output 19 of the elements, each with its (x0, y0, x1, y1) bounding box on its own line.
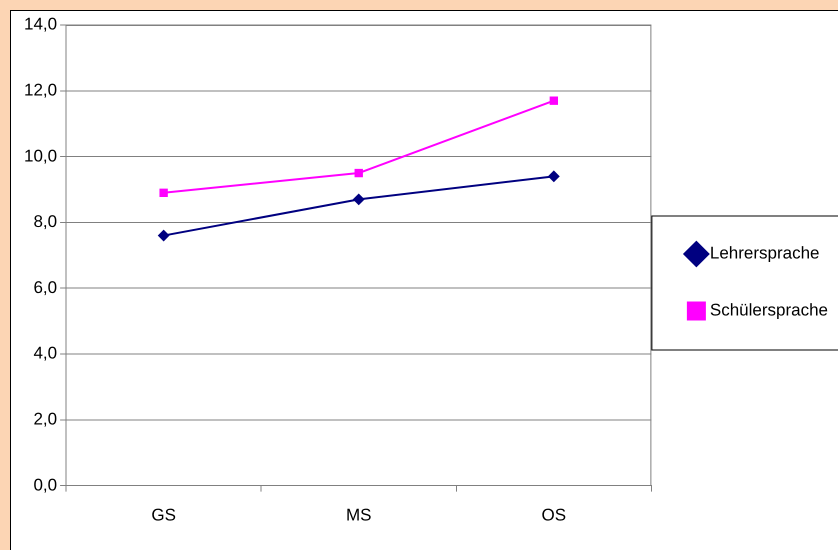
point (548, 170, 560, 182)
y-tick-label: 12,0 (24, 80, 58, 100)
x-tick-label: MS (346, 505, 372, 524)
y-tick-label: 4,0 (33, 344, 58, 363)
point (550, 96, 558, 105)
point (158, 230, 170, 242)
y-tick-label: 14,0 (24, 14, 58, 34)
point (354, 168, 363, 178)
x-tick-label: OS (542, 505, 566, 524)
y-tick-label: 0,0 (33, 475, 58, 494)
y-tick-label: 6,0 (33, 278, 58, 297)
point (353, 194, 364, 205)
legend-label: Lehrersprache (710, 244, 820, 263)
x-tick-label: GS (151, 505, 176, 524)
y-tick-label: 2,0 (33, 409, 58, 428)
y-tick-label: 8,0 (33, 212, 58, 232)
point (159, 188, 168, 197)
legend-label: Schülersprache (710, 300, 828, 320)
y-tick-label: 10,0 (24, 146, 58, 166)
